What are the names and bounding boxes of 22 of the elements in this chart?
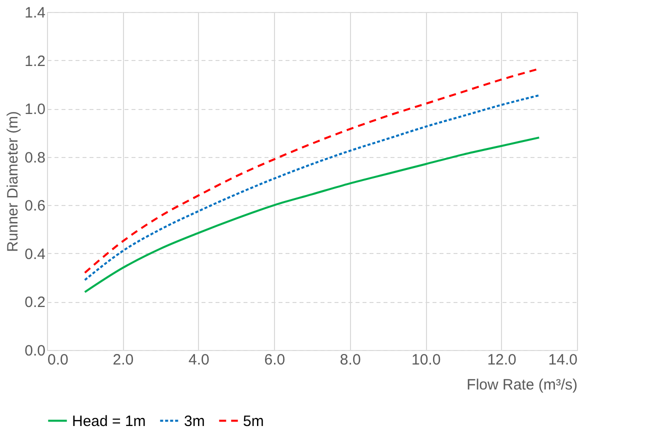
y-tick-label: 0.4 [24, 246, 46, 263]
x-tick-label: 10.0 [411, 352, 441, 368]
legend-label: 3m [184, 412, 205, 430]
y-tick-label: 1.4 [24, 4, 46, 22]
y-tick-label: 0.2 [24, 294, 46, 312]
y-tick-label: 1.0 [24, 101, 46, 118]
y-tick-label: 1.2 [24, 52, 46, 70]
y-axis-title: Runner Diameter (m) [4, 111, 22, 252]
legend-label: Head = 1m [72, 412, 146, 430]
x-tick-label: 4.0 [188, 352, 210, 368]
x-axis-title: Flow Rate (m³/s) [466, 376, 578, 394]
x-tick-label: 12.0 [487, 352, 516, 368]
legend-label: 5m [243, 412, 264, 430]
x-tick-label: 6.0 [264, 352, 286, 368]
y-tick-label: 0.6 [24, 198, 46, 215]
x-tick-label: 2.0 [112, 352, 134, 368]
x-tick-label: 14.0 [548, 352, 578, 368]
x-tick-label: 0.0 [48, 352, 68, 368]
line-series [84, 136, 540, 294]
y-tick-label: 0.8 [24, 149, 46, 166]
x-tick-label: 8.0 [340, 352, 361, 368]
line-series [84, 94, 540, 281]
